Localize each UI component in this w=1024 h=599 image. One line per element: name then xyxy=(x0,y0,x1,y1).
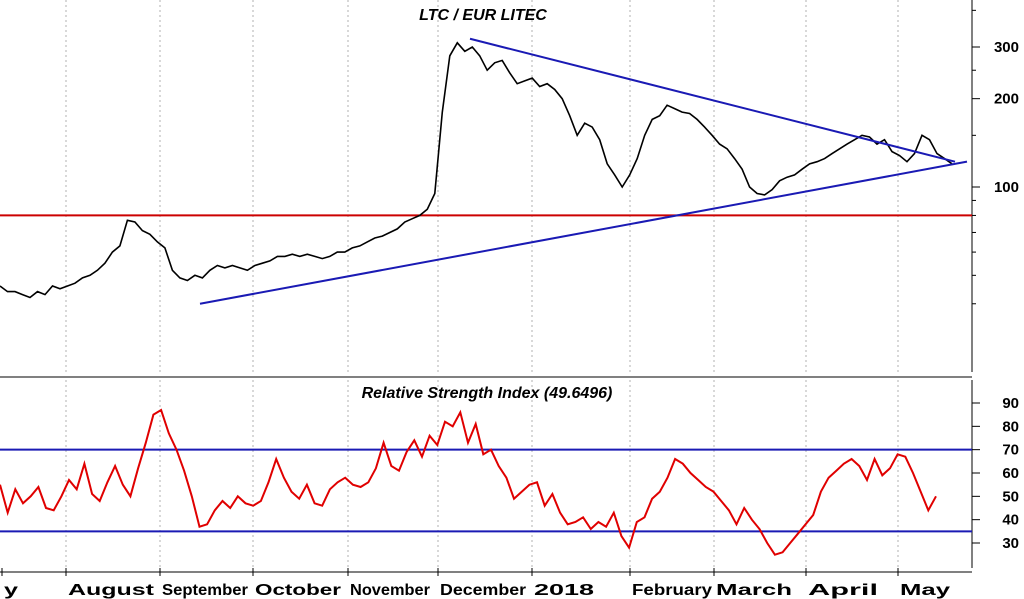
price-tick-label: 100 xyxy=(994,179,1019,196)
price-series-line xyxy=(0,41,953,299)
price-chart-title: LTC / EUR LITEC xyxy=(419,7,547,24)
price-axis-ticks: 100 200 300 xyxy=(972,9,1019,305)
rsi-tick-label: 40 xyxy=(1002,512,1019,529)
rsi-grid xyxy=(65,380,899,568)
price-grid xyxy=(65,0,899,372)
time-tick-label: September xyxy=(162,582,248,599)
time-tick-label: 2018 xyxy=(534,582,594,599)
time-axis: y August September October November December 2… xyxy=(1,568,950,599)
time-tick-label: February xyxy=(632,582,712,599)
time-tick-label: October xyxy=(255,582,341,599)
rsi-series-line xyxy=(0,408,937,556)
rsi-chart-title: Relative Strength Index (49.6496) xyxy=(362,385,613,402)
time-tick-label: November xyxy=(350,582,430,599)
rsi-tick-label: 60 xyxy=(1002,465,1019,482)
trendline-lower xyxy=(199,160,968,305)
time-tick-label: December xyxy=(440,582,526,599)
price-tick-label: 200 xyxy=(994,91,1019,108)
time-tick-label: March xyxy=(716,582,792,599)
rsi-tick-label: 30 xyxy=(1002,535,1019,552)
trendline-upper xyxy=(469,37,956,163)
rsi-tick-label: 70 xyxy=(1002,442,1019,459)
price-tick-label: 300 xyxy=(994,39,1019,56)
time-tick-label: May xyxy=(900,582,950,599)
rsi-axis-ticks: 30 40 50 60 70 80 90 xyxy=(972,395,1019,552)
time-tick-label: August xyxy=(68,582,155,599)
time-tick-label: y xyxy=(4,582,18,599)
time-tick-label: April xyxy=(808,582,878,599)
price-panel: 100 200 300 LTC / EUR LITEC xyxy=(0,0,1019,372)
rsi-panel: 30 40 50 60 70 80 90 Relative Strength Index (… xyxy=(0,380,1019,568)
rsi-tick-label: 90 xyxy=(1002,395,1019,412)
rsi-tick-label: 80 xyxy=(1002,418,1019,435)
rsi-tick-label: 50 xyxy=(1002,488,1019,505)
